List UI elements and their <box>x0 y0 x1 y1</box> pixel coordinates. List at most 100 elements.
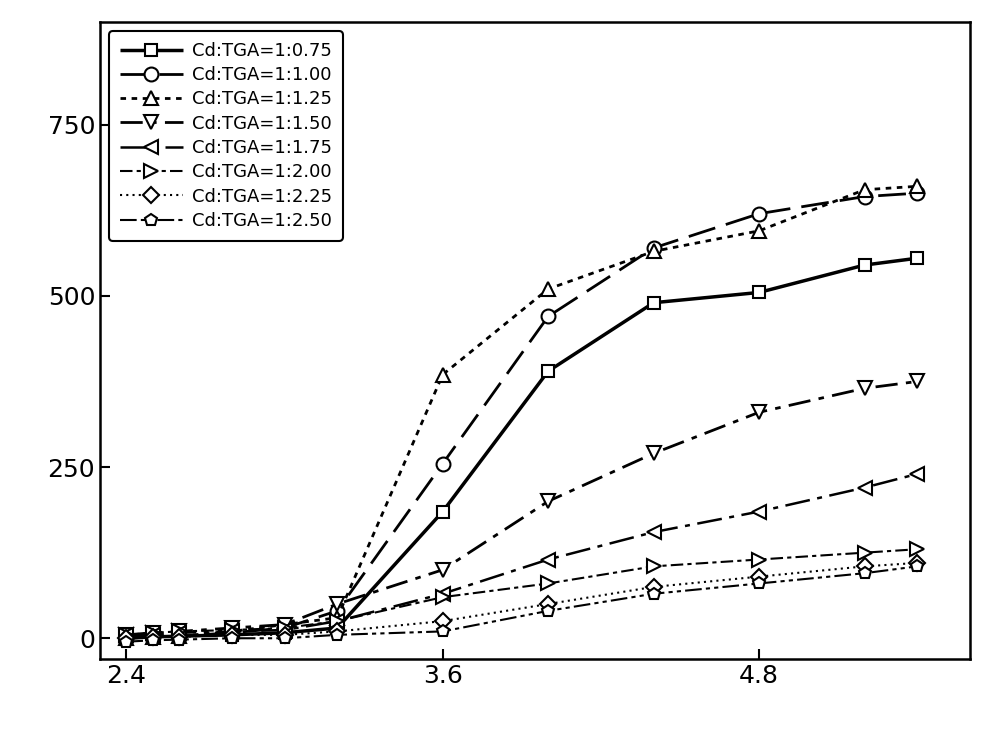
Cd:TGA=1:1.00 <box>753 209 765 218</box>
Cd:TGA=1:2.25 <box>859 562 871 571</box>
Cd:TGA=1:2.00 <box>437 593 449 602</box>
Line: Cd:TGA=1:0.75: Cd:TGA=1:0.75 <box>120 252 924 644</box>
Cd:TGA=1:1.25 <box>147 632 159 641</box>
Cd:TGA=1:2.00 <box>147 628 159 637</box>
Cd:TGA=1:2.00 <box>226 626 238 635</box>
Cd:TGA=1:1.75 <box>648 528 660 537</box>
Cd:TGA=1:2.25 <box>911 559 923 567</box>
Cd:TGA=1:2.50 <box>648 589 660 598</box>
Cd:TGA=1:1.25 <box>437 370 449 379</box>
Cd:TGA=1:2.25 <box>120 634 132 643</box>
Cd:TGA=1:2.50 <box>859 569 871 578</box>
Cd:TGA=1:0.75 <box>147 632 159 641</box>
Cd:TGA=1:1.25 <box>173 632 185 640</box>
Cd:TGA=1:2.25 <box>542 600 554 608</box>
Cd:TGA=1:1.50 <box>226 624 238 632</box>
Cd:TGA=1:1.50 <box>437 565 449 574</box>
Cd:TGA=1:1.25 <box>279 620 291 629</box>
Cd:TGA=1:1.50 <box>173 627 185 636</box>
Cd:TGA=1:2.50 <box>753 579 765 588</box>
Cd:TGA=1:1.00 <box>542 312 554 321</box>
Cd:TGA=1:1.00 <box>859 193 871 201</box>
Cd:TGA=1:1.50 <box>648 449 660 458</box>
Line: Cd:TGA=1:2.25: Cd:TGA=1:2.25 <box>121 557 923 644</box>
Cd:TGA=1:2.50 <box>279 634 291 643</box>
Cd:TGA=1:2.25 <box>648 583 660 591</box>
Cd:TGA=1:1.75 <box>226 627 238 636</box>
Cd:TGA=1:1.50 <box>753 408 765 417</box>
Cd:TGA=1:1.00 <box>437 459 449 468</box>
Line: Cd:TGA=1:2.00: Cd:TGA=1:2.00 <box>119 542 924 642</box>
Line: Cd:TGA=1:2.50: Cd:TGA=1:2.50 <box>120 560 924 648</box>
Cd:TGA=1:1.25 <box>859 185 871 194</box>
Cd:TGA=1:1.00 <box>911 189 923 198</box>
Cd:TGA=1:2.00 <box>911 545 923 553</box>
Cd:TGA=1:1.25 <box>331 613 343 622</box>
Cd:TGA=1:2.25 <box>173 632 185 641</box>
Cd:TGA=1:1.50 <box>120 630 132 639</box>
Cd:TGA=1:2.00 <box>542 579 554 588</box>
Cd:TGA=1:1.00 <box>226 628 238 637</box>
Legend: Cd:TGA=1:0.75, Cd:TGA=1:1.00, Cd:TGA=1:1.25, Cd:TGA=1:1.50, Cd:TGA=1:1.75, Cd:TG: Cd:TGA=1:0.75, Cd:TGA=1:1.00, Cd:TGA=1:1… <box>109 31 343 241</box>
Cd:TGA=1:1.50 <box>331 600 343 608</box>
Cd:TGA=1:1.25 <box>542 285 554 294</box>
Cd:TGA=1:2.50 <box>331 630 343 639</box>
Cd:TGA=1:2.50 <box>911 562 923 571</box>
Cd:TGA=1:2.50 <box>173 635 185 644</box>
Line: Cd:TGA=1:1.00: Cd:TGA=1:1.00 <box>119 186 924 645</box>
Cd:TGA=1:1.75 <box>147 630 159 639</box>
Line: Cd:TGA=1:1.25: Cd:TGA=1:1.25 <box>119 179 924 645</box>
Cd:TGA=1:1.00 <box>120 634 132 643</box>
Cd:TGA=1:1.25 <box>753 226 765 235</box>
Cd:TGA=1:2.25 <box>437 617 449 626</box>
Cd:TGA=1:1.25 <box>226 627 238 636</box>
Cd:TGA=1:1.00 <box>279 624 291 632</box>
Cd:TGA=1:1.75 <box>173 628 185 637</box>
Cd:TGA=1:1.25 <box>648 247 660 255</box>
Cd:TGA=1:1.00 <box>648 244 660 253</box>
Cd:TGA=1:1.25 <box>120 634 132 643</box>
Cd:TGA=1:1.75 <box>859 483 871 492</box>
Cd:TGA=1:0.75 <box>542 367 554 376</box>
Cd:TGA=1:2.25 <box>226 630 238 639</box>
Cd:TGA=1:1.50 <box>859 384 871 392</box>
Cd:TGA=1:2.25 <box>147 632 159 641</box>
Cd:TGA=1:1.00 <box>331 607 343 616</box>
Cd:TGA=1:1.00 <box>147 632 159 641</box>
Cd:TGA=1:1.50 <box>542 497 554 506</box>
Cd:TGA=1:0.75 <box>279 628 291 637</box>
Cd:TGA=1:0.75 <box>331 624 343 632</box>
Cd:TGA=1:2.50 <box>120 638 132 646</box>
Cd:TGA=1:1.50 <box>911 377 923 386</box>
Cd:TGA=1:1.75 <box>331 617 343 626</box>
Cd:TGA=1:0.75 <box>648 299 660 307</box>
Cd:TGA=1:1.50 <box>279 620 291 629</box>
Cd:TGA=1:1.75 <box>753 507 765 516</box>
Cd:TGA=1:1.00 <box>173 632 185 640</box>
Cd:TGA=1:0.75 <box>859 261 871 269</box>
Cd:TGA=1:0.75 <box>226 630 238 639</box>
Cd:TGA=1:0.75 <box>437 507 449 516</box>
Cd:TGA=1:2.50 <box>542 607 554 616</box>
Cd:TGA=1:2.50 <box>437 627 449 636</box>
Cd:TGA=1:2.25 <box>753 572 765 581</box>
Cd:TGA=1:2.00 <box>753 555 765 564</box>
Cd:TGA=1:2.50 <box>226 634 238 643</box>
Cd:TGA=1:2.00 <box>648 562 660 571</box>
Cd:TGA=1:1.75 <box>120 630 132 639</box>
Cd:TGA=1:2.50 <box>147 636 159 645</box>
Cd:TGA=1:0.75 <box>173 632 185 640</box>
Cd:TGA=1:1.25 <box>911 182 923 191</box>
Cd:TGA=1:2.00 <box>120 630 132 639</box>
Cd:TGA=1:2.00 <box>173 627 185 636</box>
Cd:TGA=1:2.25 <box>331 627 343 636</box>
Cd:TGA=1:0.75 <box>120 634 132 643</box>
Cd:TGA=1:1.50 <box>147 628 159 637</box>
Cd:TGA=1:0.75 <box>911 254 923 263</box>
Cd:TGA=1:2.00 <box>279 624 291 632</box>
Line: Cd:TGA=1:1.75: Cd:TGA=1:1.75 <box>119 467 924 642</box>
Cd:TGA=1:2.00 <box>859 548 871 557</box>
Cd:TGA=1:2.00 <box>331 617 343 626</box>
Cd:TGA=1:1.75 <box>279 626 291 635</box>
Line: Cd:TGA=1:1.50: Cd:TGA=1:1.50 <box>119 375 924 642</box>
